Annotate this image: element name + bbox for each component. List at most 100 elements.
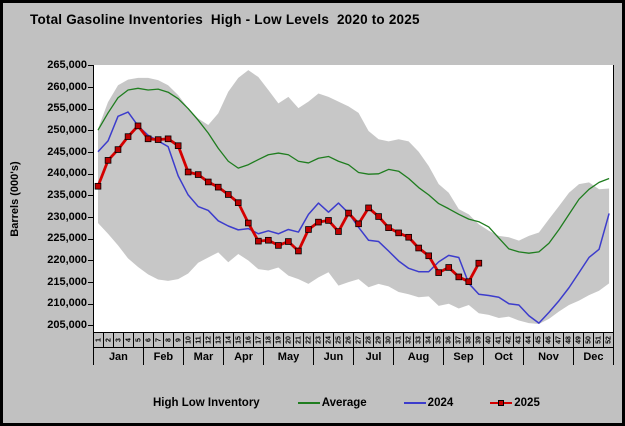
x-tick-week-9: 9 — [174, 333, 184, 348]
marker-2025-week-32 — [405, 233, 412, 241]
x-tick-week-7: 7 — [154, 333, 164, 348]
plot-area — [93, 65, 614, 333]
marker-2025-week-29 — [375, 213, 382, 220]
x-tick-week-38: 38 — [464, 333, 474, 348]
marker-2025-week-9 — [174, 142, 182, 149]
average-line-swatch-icon — [297, 402, 320, 404]
x-tick-week-3: 3 — [114, 333, 124, 348]
legend-item-average: Average — [297, 397, 367, 409]
marker-2025-week-13 — [214, 183, 222, 191]
x-tick-week-31: 31 — [394, 333, 404, 348]
x-tick-week-8: 8 — [164, 333, 174, 348]
legend-label-2025: 2025 — [514, 397, 540, 409]
marker-2025-week-4 — [124, 133, 132, 140]
x-month-label-nov: Nov — [524, 348, 574, 365]
x-tick-week-32: 32 — [404, 333, 414, 348]
y-tick-label: 215,000 — [47, 275, 87, 288]
x-month-label-dec: Dec — [574, 348, 614, 365]
marker-2025-week-10 — [184, 168, 192, 176]
marker-2025-week-38 — [465, 278, 473, 285]
marker-2025-week-28 — [365, 204, 372, 212]
x-tick-week-15: 15 — [234, 333, 244, 348]
x-tick-week-18: 18 — [264, 333, 274, 348]
y-tick-mark — [88, 260, 93, 262]
x-tick-week-47: 47 — [554, 333, 564, 348]
x-month-label-jan: Jan — [93, 348, 144, 365]
marker-2025-week-36 — [445, 264, 453, 271]
legend-item-2024: 2024 — [403, 397, 453, 409]
marker-2025-week-27 — [355, 220, 362, 228]
y-tick-mark — [88, 152, 93, 154]
marker-2025-week-3 — [114, 146, 122, 153]
marker-2025-week-26 — [345, 209, 352, 217]
x-tick-week-43: 43 — [514, 333, 524, 348]
x-month-label-oct: Oct — [484, 348, 525, 365]
y-tick-label: 230,000 — [47, 210, 87, 223]
legend-label-average: Average — [321, 397, 367, 409]
x-tick-week-6: 6 — [144, 333, 154, 348]
marker-2025-week-8 — [164, 135, 172, 143]
marker-2025-week-5 — [134, 122, 142, 130]
marker-2025-week-7 — [154, 136, 162, 143]
marker-2025-week-6 — [144, 135, 152, 143]
chart-title: Total Gasoline Inventories High - Low Le… — [30, 12, 420, 27]
marker-2025-week-33 — [415, 244, 422, 252]
x-month-label-may: May — [264, 348, 314, 365]
y-tick-label: 205,000 — [47, 318, 87, 331]
marker-2025-week-16 — [245, 219, 252, 227]
marker-2025-week-24 — [325, 217, 332, 224]
series-line-average — [97, 87, 610, 254]
x-tick-week-10: 10 — [184, 333, 194, 348]
x-tick-week-23: 23 — [314, 333, 324, 348]
x-tick-week-51: 51 — [594, 333, 604, 348]
x-tick-week-28: 28 — [364, 333, 374, 348]
x-tick-week-42: 42 — [504, 333, 514, 348]
y-tick-mark — [88, 195, 93, 197]
x-tick-week-16: 16 — [244, 333, 254, 348]
marker-2025-week-17 — [255, 237, 262, 245]
x-month-label-mar: Mar — [184, 348, 224, 365]
x-tick-week-2: 2 — [104, 333, 114, 348]
x-tick-week-14: 14 — [224, 333, 234, 348]
marker-2025-week-19 — [275, 242, 282, 249]
line-2024-swatch-icon — [403, 402, 426, 404]
y-tick-label: 220,000 — [47, 253, 87, 266]
x-tick-week-13: 13 — [214, 333, 224, 348]
x-tick-week-21: 21 — [294, 333, 304, 348]
y-tick-mark — [88, 87, 93, 89]
x-month-label-jul: Jul — [354, 348, 395, 365]
marker-2025-week-22 — [305, 226, 312, 233]
y-tick-label: 250,000 — [47, 123, 87, 136]
marker-2025-week-25 — [335, 228, 342, 235]
x-tick-week-33: 33 — [414, 333, 424, 348]
marker-2025-week-20 — [285, 238, 292, 245]
x-tick-week-26: 26 — [344, 333, 354, 348]
x-month-label-apr: Apr — [224, 348, 265, 365]
x-tick-week-34: 34 — [424, 333, 434, 348]
line-2025-swatch-icon — [490, 400, 513, 406]
marker-2025-week-34 — [425, 252, 432, 260]
y-tick-label: 235,000 — [47, 188, 87, 201]
y-tick-label: 245,000 — [47, 145, 87, 158]
y-tick-mark — [88, 303, 93, 305]
marker-2025-week-1 — [94, 182, 102, 190]
y-tick-label: 240,000 — [47, 167, 87, 180]
y-tick-mark — [88, 325, 93, 327]
marker-2025-week-14 — [224, 191, 232, 198]
x-tick-week-1: 1 — [93, 333, 104, 348]
marker-2025-week-37 — [455, 273, 463, 281]
marker-2025-week-2 — [104, 157, 112, 164]
x-month-label-feb: Feb — [144, 348, 184, 365]
x-tick-week-45: 45 — [534, 333, 544, 348]
y-tick-mark — [88, 173, 93, 175]
legend-item-2025: 2025 — [490, 397, 540, 409]
marker-2025-week-39 — [475, 259, 483, 267]
legend-series-band-label: High Low Inventory — [153, 397, 260, 409]
marker-2025-week-18 — [265, 236, 272, 244]
y-tick-mark — [88, 282, 93, 284]
y-tick-label: 260,000 — [47, 80, 87, 93]
x-tick-week-20: 20 — [284, 333, 294, 348]
x-tick-week-41: 41 — [494, 333, 504, 348]
x-tick-week-36: 36 — [444, 333, 454, 348]
